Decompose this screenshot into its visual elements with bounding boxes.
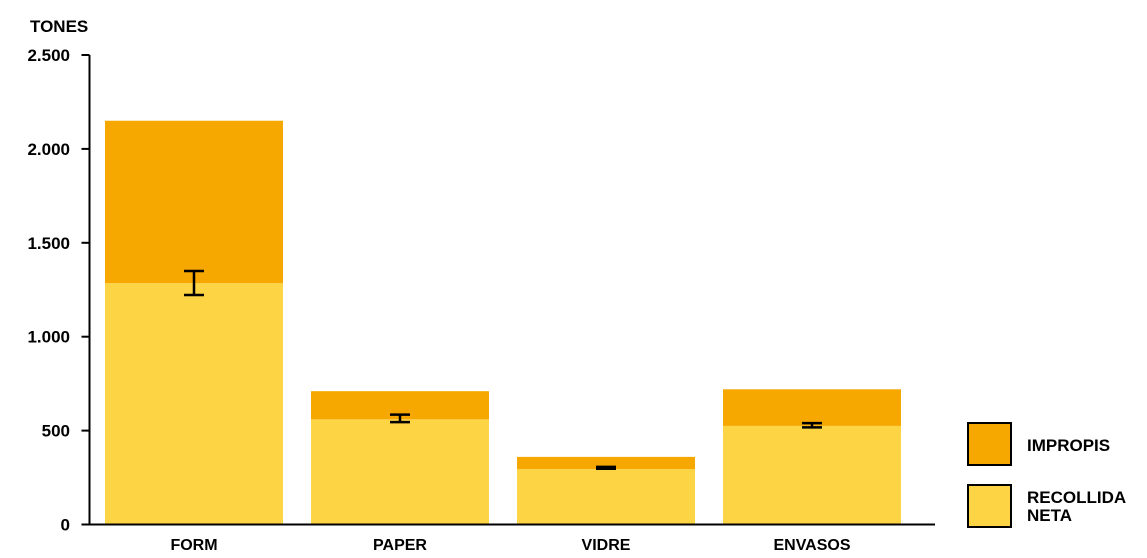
- legend-swatch-0: [967, 422, 1012, 466]
- error-bar-envasos: [802, 421, 822, 429]
- y-tick-label: 1.000: [27, 328, 70, 347]
- error-bar-form: [184, 269, 204, 297]
- y-tick-label: 0: [61, 516, 70, 535]
- y-tick-label: 2.500: [27, 46, 70, 65]
- y-axis-title: TONES: [30, 17, 88, 36]
- x-tick-label-paper: PAPER: [373, 537, 427, 554]
- bar-paper-series-0: [311, 419, 489, 525]
- x-tick-label-form: FORM: [170, 537, 217, 554]
- bar-form-series-1: [105, 120, 283, 284]
- legend-label-1: RECOLLIDA NETA: [1027, 488, 1126, 525]
- error-bar-paper: [390, 413, 410, 424]
- bar-form-series-0: [105, 283, 283, 525]
- x-tick-label-vidre: VIDRE: [582, 537, 631, 554]
- bar-envasos-series-1: [723, 389, 901, 426]
- legend: IMPROPIS RECOLLIDA NETA: [967, 422, 1126, 528]
- axes-group: FORM PAPER VIDRE ENVASOS 0 500 1.000 1.500 2.000…: [27, 46, 935, 554]
- y-tick-label: 1.500: [27, 234, 70, 253]
- x-tick-label-envasos: ENVASOS: [773, 537, 850, 554]
- bar-vidre-series-0: [517, 469, 695, 525]
- error-bars-group: [184, 269, 822, 470]
- legend-label-0: IMPROPIS: [1027, 436, 1110, 455]
- bar-envasos-series-0: [723, 425, 901, 525]
- error-bar-vidre: [596, 465, 616, 470]
- legend-swatch-1: [967, 484, 1012, 528]
- y-tick-label: 2.000: [27, 140, 70, 159]
- bars-group: [105, 120, 901, 525]
- y-tick-label: 500: [42, 422, 70, 441]
- bar-vidre-series-1: [517, 456, 695, 470]
